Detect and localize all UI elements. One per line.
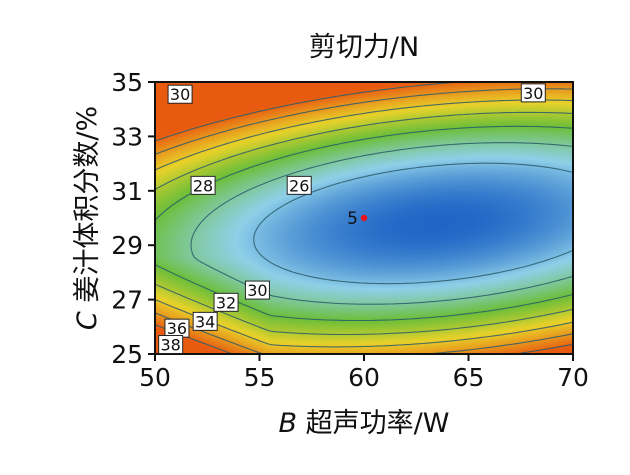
y-tick-label: 35 [111, 68, 143, 97]
contour-label: 36 [164, 318, 190, 338]
contour-label-text: 34 [195, 312, 215, 331]
y-axis: 25 27 29 31 33 35 [111, 68, 155, 369]
design-point [360, 214, 368, 222]
contour-label-text: 38 [160, 335, 180, 354]
contour-label-box [286, 175, 312, 195]
y-tick-label: 33 [111, 122, 143, 151]
y-axis-title: C 姜汁体积分数/% [72, 106, 103, 330]
contour-label-box [167, 84, 193, 104]
x-tick-label: 50 [139, 363, 171, 392]
contour-label: 30 [244, 280, 270, 300]
contour-label-box [213, 292, 239, 312]
design-point-label: 5 [347, 209, 358, 229]
contour-label-text: 30 [170, 85, 190, 104]
contour-label-text: 30 [523, 84, 543, 103]
y-tick-label: 25 [111, 340, 143, 369]
contour-label-box [244, 280, 270, 300]
contour-label: 28 [190, 175, 216, 195]
contour-label-box [192, 311, 218, 331]
contour-line-26 [253, 162, 573, 285]
contour-label-box [520, 83, 546, 103]
contour-label: 32 [213, 292, 239, 312]
contour-line-28 [190, 142, 573, 305]
x-tick-label: 70 [557, 363, 589, 392]
contour-label-text: 36 [167, 319, 187, 338]
contour-label: 26 [286, 175, 312, 195]
contour-label-box [158, 334, 184, 354]
y-tick-label: 29 [111, 231, 143, 260]
contour-lines [155, 82, 573, 354]
contour-label-text: 30 [247, 281, 267, 300]
contour-line-38 [155, 82, 573, 354]
contour-label: 34 [192, 311, 218, 331]
design-point-group: 5 [347, 209, 368, 229]
contour-label: 38 [158, 334, 184, 354]
contour-label-text: 26 [289, 176, 309, 195]
x-tick-label: 60 [348, 363, 380, 392]
x-axis-variable: B [279, 408, 298, 439]
contour-label-text: 28 [193, 176, 213, 195]
y-tick-label: 27 [111, 286, 143, 315]
contour-line-32 [155, 111, 573, 336]
y-axis-title-text: 姜汁体积分数/% [72, 106, 103, 311]
contour-label: 30 [520, 83, 546, 103]
contour-label-text: 32 [216, 293, 236, 312]
x-axis-title-text: 超声功率/W [297, 408, 449, 439]
x-axis-title: B 超声功率/W [279, 408, 450, 439]
y-axis-variable: C [72, 311, 103, 330]
x-tick-label: 65 [453, 363, 485, 392]
contour-label-box [190, 175, 216, 195]
y-tick-label: 31 [111, 177, 143, 206]
contour-label: 30 [167, 84, 193, 104]
chart-title: 剪切力/N [309, 32, 419, 63]
x-axis: 50 55 60 65 70 [139, 354, 589, 392]
x-tick-label: 55 [244, 363, 276, 392]
